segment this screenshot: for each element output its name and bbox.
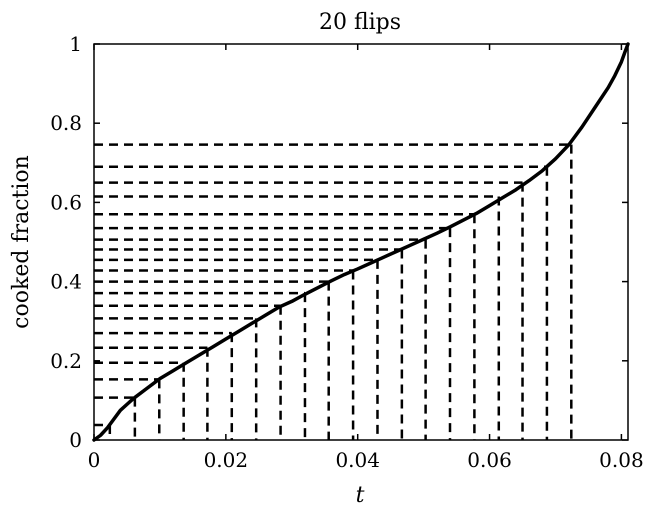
x-axis-label: t [356,483,365,508]
x-axis: 0 0.02 0.04 0.06 0.08 [88,44,644,472]
plot-frame [93,43,629,441]
y-tick-label: 0.4 [50,270,82,294]
cooked-fraction-curve [92,42,630,442]
y-tick-label: 0.2 [50,349,82,373]
y-tick-label: 1 [69,32,82,56]
x-tick-label: 0.02 [204,448,249,472]
y-tick-label: 0 [69,428,82,452]
x-tick-label: 0.06 [467,448,512,472]
y-axis-label: cooked fraction [9,155,34,329]
y-axis: 0 0.2 0.4 0.6 0.8 1 [50,32,628,452]
y-tick-label: 0.8 [50,111,82,135]
x-tick-label: 0.08 [599,448,644,472]
chart-title: 20 flips [319,10,401,35]
x-tick-label: 0 [88,448,101,472]
flip-lines [94,143,573,440]
x-tick-label: 0.04 [335,448,380,472]
y-tick-label: 0.6 [50,190,82,214]
